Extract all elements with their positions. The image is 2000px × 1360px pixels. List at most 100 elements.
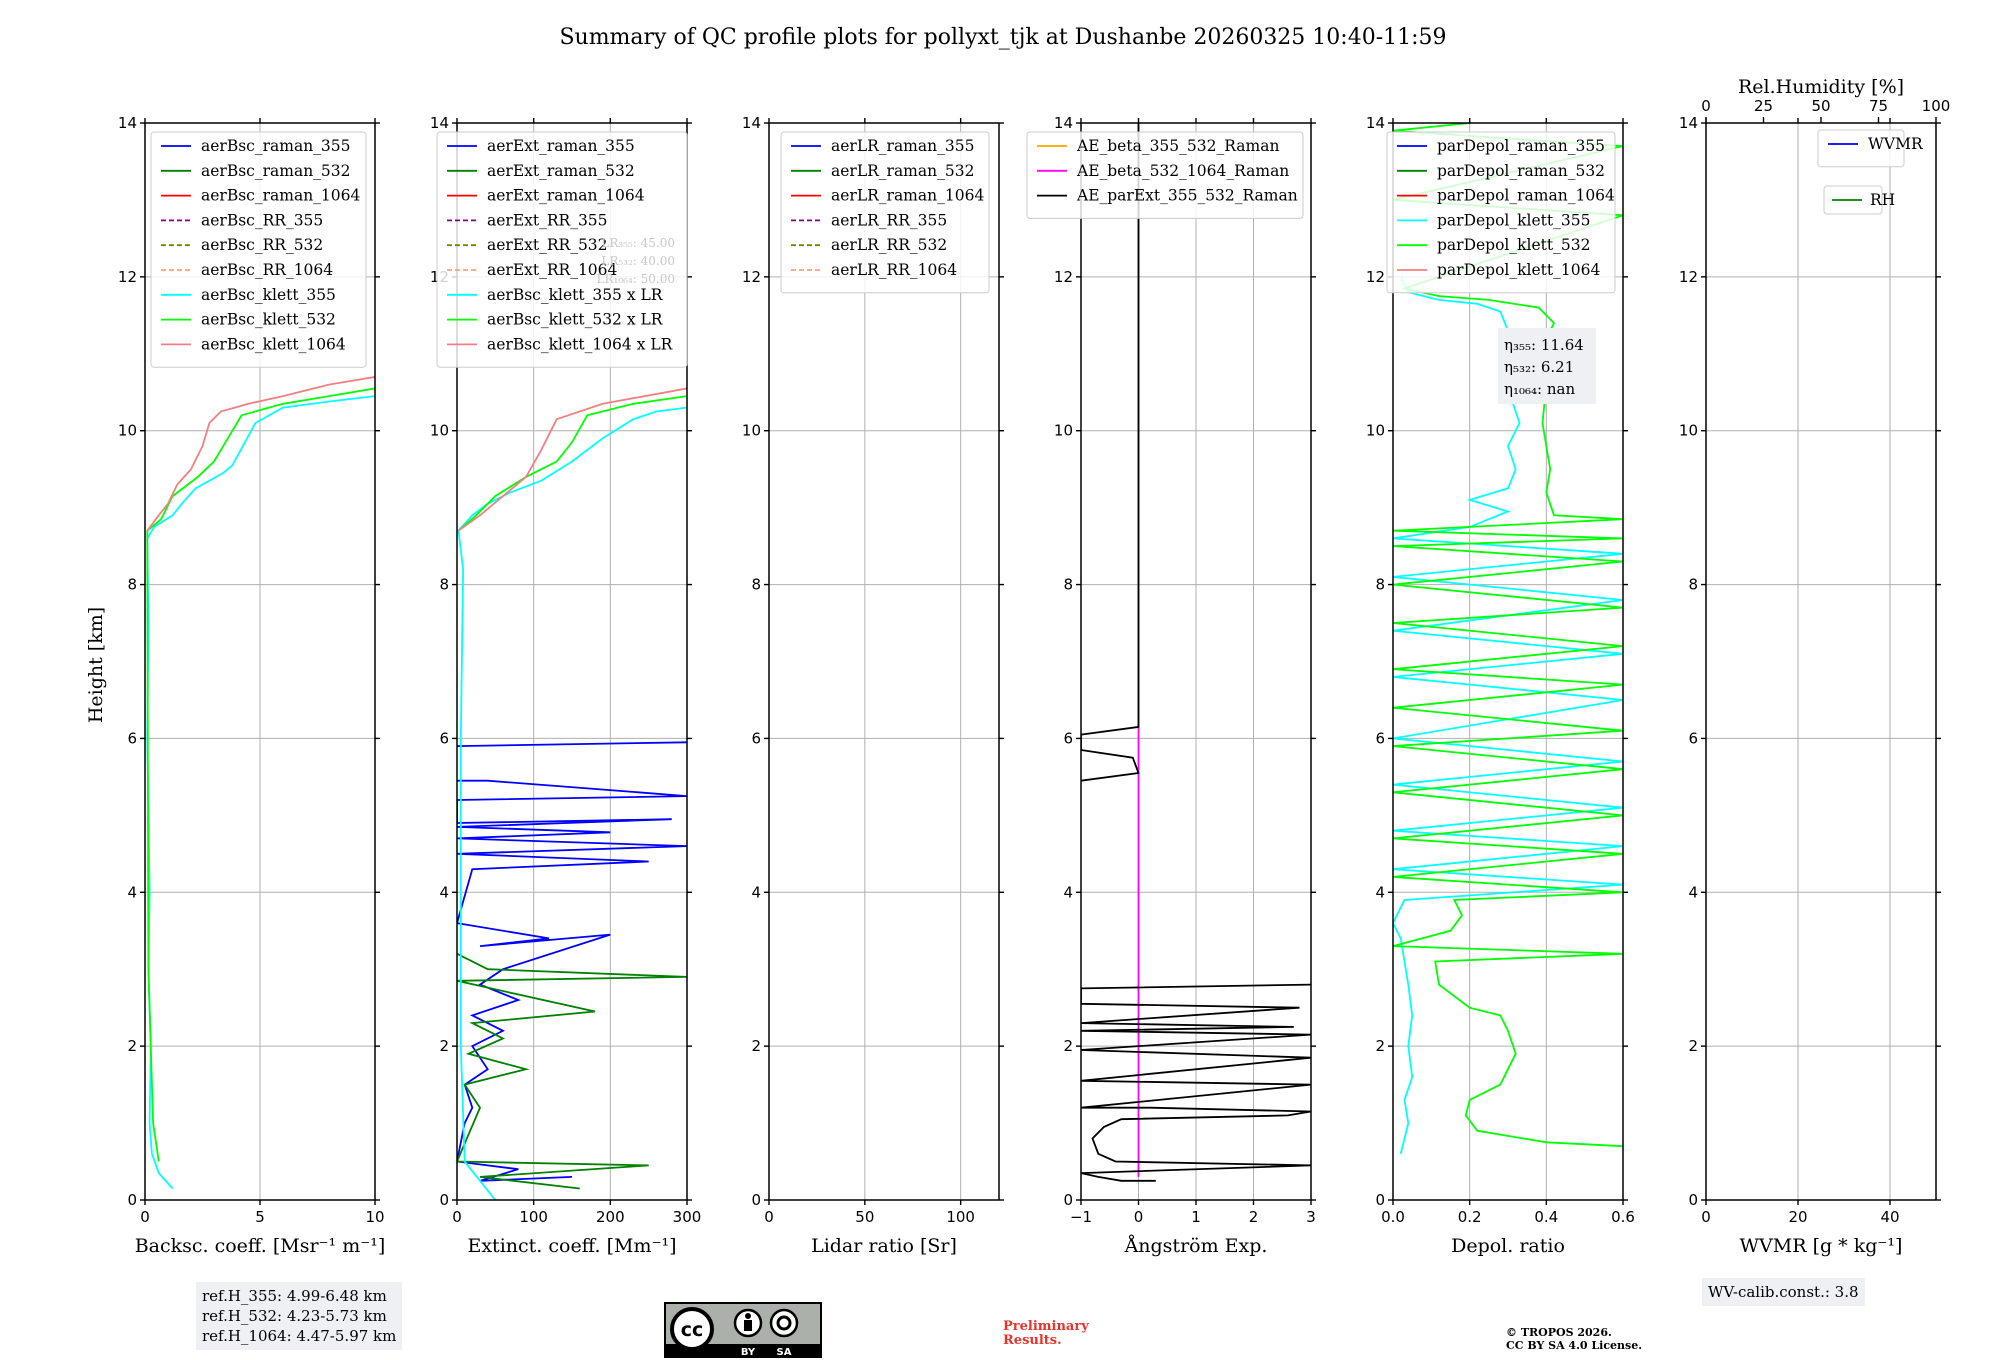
- series-aerBsc_klett_1064 x LR: [457, 387, 687, 532]
- series-aerExt_raman_532: [457, 952, 687, 1190]
- x-tick-label: 0: [1701, 1208, 1711, 1226]
- series-aerBsc_klett_355 x LR: [457, 406, 687, 1200]
- legend-frame: [1026, 131, 1304, 219]
- y-tick-label: 0: [127, 1191, 137, 1209]
- sa-icon: [769, 1308, 799, 1338]
- y-tick-label: 10: [1679, 422, 1698, 440]
- y-tick-label: 4: [1375, 883, 1385, 901]
- y-tick-label: 10: [118, 422, 137, 440]
- y-tick-label: 2: [1375, 1037, 1385, 1055]
- x-axis-label: Backsc. coeff. [Msr⁻¹ m⁻¹]: [135, 1235, 386, 1257]
- ref-height-532: ref.H_532: 4.23-5.73 km: [202, 1307, 387, 1325]
- legend-frame: [780, 131, 990, 294]
- x2-tick-label: 100: [1922, 97, 1951, 115]
- legend-entry: parDepol_klett_355: [1437, 211, 1590, 229]
- y-tick-label: 4: [1063, 883, 1073, 901]
- legend: AE_beta_355_532_Raman AE_beta_532_1064_Ra…: [1026, 131, 1304, 219]
- y-tick-label: 12: [1366, 268, 1385, 286]
- y-tick-label: 6: [1375, 729, 1385, 747]
- y-tick-label: 4: [751, 883, 761, 901]
- legend: aerLR_raman_355 aerLR_raman_532 aerLR_rama…: [780, 131, 990, 294]
- eta-box: [1498, 328, 1596, 404]
- y-tick-label: 4: [127, 883, 137, 901]
- legend-entry: aerBsc_raman_532: [201, 162, 351, 180]
- legend-entry: aerExt_raman_532: [487, 162, 635, 180]
- legend-entry: aerLR_RR_355: [831, 211, 947, 229]
- legend-frame: [1817, 129, 1905, 168]
- legend-entry: aerExt_RR_355: [487, 211, 608, 229]
- y-tick-label: 4: [1688, 883, 1698, 901]
- lidar-ratio-label: LR₅₃₂: 40.00: [601, 254, 675, 268]
- y-tick-label: 10: [1054, 422, 1073, 440]
- y-tick-label: 6: [751, 729, 761, 747]
- legend-entry: aerBsc_RR_355: [201, 211, 323, 229]
- series-aerBsc_klett_355: [146, 395, 375, 1190]
- y-tick-label: 8: [1063, 576, 1073, 594]
- wv-calib-box: WV-calib.const.: 3.8: [1702, 1278, 1865, 1306]
- legend-entry: aerBsc_klett_532: [201, 311, 336, 329]
- legend-entry: aerLR_raman_355: [831, 137, 974, 155]
- series-aerBsc_klett_1064: [146, 376, 375, 532]
- x2-tick-label: 50: [1811, 97, 1830, 115]
- y-axis-label: Height [km]: [85, 607, 107, 723]
- x-tick-label: 5: [255, 1208, 265, 1226]
- x-tick-label: 2: [1249, 1208, 1259, 1226]
- sa-label: SA: [777, 1347, 792, 1358]
- y-tick-label: 10: [430, 422, 449, 440]
- lidar-ratio-label: LR₁₀₆₄: 50.00: [597, 272, 675, 286]
- y-tick-label: 8: [1688, 576, 1698, 594]
- panel-lr: 0 2 4 6 8 10 12 14 0 50 100 Lidar ratio [Sr] aerLR_r…: [742, 114, 1004, 1257]
- legend-entry: aerExt_RR_532: [487, 236, 608, 254]
- legend-entry: aerBsc_RR_532: [201, 236, 323, 254]
- preliminary-line-1: Preliminary: [1003, 1319, 1089, 1334]
- wv-calib-const: WV-calib.const.: 3.8: [1708, 1283, 1859, 1301]
- y-tick-label: 8: [751, 576, 761, 594]
- legend-entry: AE_beta_532_1064_Raman: [1076, 162, 1289, 180]
- copyright-line-1: © TROPOS 2026.: [1506, 1326, 1612, 1339]
- series-aerBsc_klett_532: [146, 387, 375, 1162]
- y-tick-label: 0: [1063, 1191, 1073, 1209]
- y-tick-label: 14: [1054, 114, 1073, 132]
- legend-frame: [436, 131, 688, 368]
- legend2-entry: RH: [1870, 191, 1895, 209]
- y-tick-label: 4: [439, 883, 449, 901]
- legend-entry: parDepol_klett_532: [1437, 236, 1590, 254]
- legend-frame: [150, 131, 367, 368]
- panel-depol: 0 2 4 6 8 10 12 14 0.0 0.2 0.4 0.6 Depol. ratio parDe…: [1366, 114, 1635, 1257]
- y-tick-label: 0: [1375, 1191, 1385, 1209]
- y-tick-label: 2: [1688, 1037, 1698, 1055]
- x-tick-label: 0.6: [1611, 1208, 1635, 1226]
- series-aerExt_raman_355: [457, 779, 687, 1182]
- x-tick-label: 0: [140, 1208, 150, 1226]
- figure-title: Summary of QC profile plots for pollyxt_…: [559, 25, 1446, 50]
- legend-entry: aerBsc_klett_355 x LR: [487, 286, 664, 304]
- y-tick-label: 8: [127, 576, 137, 594]
- lidar-ratio-label: LR₃₅₅: 45.00: [601, 236, 675, 250]
- eta-label: η₁₀₆₄: nan: [1504, 380, 1575, 398]
- preliminary-line-2: Results.: [1003, 1333, 1062, 1348]
- x-tick-label: 0.0: [1381, 1208, 1405, 1226]
- copyright-note: © TROPOS 2026. CC BY SA 4.0 License.: [1506, 1326, 1642, 1352]
- y-tick-label: 2: [439, 1037, 449, 1055]
- legend-entry: AE_beta_355_532_Raman: [1076, 137, 1279, 155]
- y-tick-label: 0: [1688, 1191, 1698, 1209]
- legend-entry: aerLR_RR_1064: [831, 261, 957, 279]
- x-axis-label: Extinct. coeff. [Mm⁻¹]: [467, 1235, 676, 1257]
- series-AE_parExt_355_532_Raman: [1081, 123, 1140, 782]
- ref-heights-box: ref.H_355: 4.99-6.48 km ref.H_532: 4.23-…: [196, 1282, 403, 1350]
- x-tick-label: 0.2: [1458, 1208, 1482, 1226]
- y-tick-label: 8: [1375, 576, 1385, 594]
- y-tick-label: 12: [118, 268, 137, 286]
- y-tick-label: 14: [430, 114, 449, 132]
- legend-entry: AE_parExt_355_532_Raman: [1076, 187, 1298, 205]
- legend-entry: aerExt_raman_355: [487, 137, 635, 155]
- y-tick-label: 6: [127, 729, 137, 747]
- x-tick-label: −1: [1070, 1208, 1092, 1226]
- x-tick-label: 100: [946, 1208, 975, 1226]
- legend-entry: aerBsc_RR_1064: [201, 261, 333, 279]
- x2-tick-label: 0: [1701, 97, 1711, 115]
- legend-entry: parDepol_raman_355: [1437, 137, 1605, 155]
- legend-entry: aerBsc_klett_532 x LR: [487, 311, 664, 329]
- y-tick-label: 6: [1688, 729, 1698, 747]
